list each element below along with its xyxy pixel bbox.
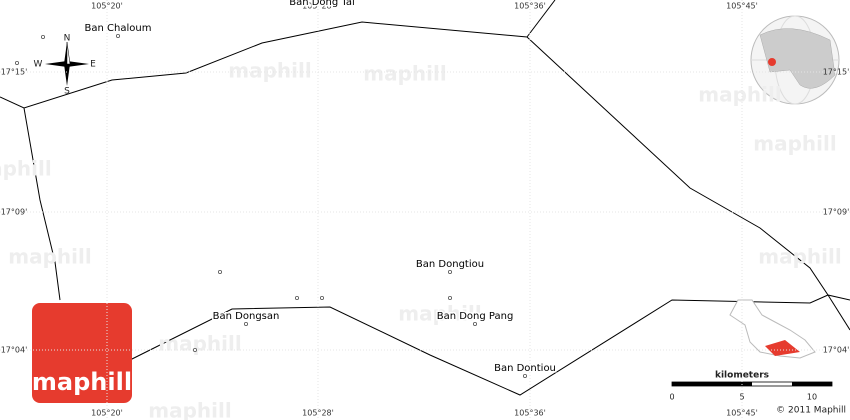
border	[827, 294, 850, 331]
border	[109, 294, 829, 396]
globe	[750, 15, 840, 105]
coord-label: 105°45'	[726, 2, 758, 11]
place-label: Ban Dong Tai	[289, 0, 355, 8]
coord-label: 17°04'	[1, 346, 28, 355]
coord-label: 17°15'	[823, 68, 850, 77]
settlement-dot	[447, 269, 452, 274]
settlement-dot	[523, 373, 528, 378]
scale-bar	[671, 381, 833, 387]
watermark: maphill	[8, 245, 91, 269]
scale-tick-label: 10	[807, 393, 817, 402]
watermark: maphill	[363, 62, 446, 86]
coord-label: 105°28'	[302, 409, 334, 418]
compass-letter: N	[64, 34, 71, 44]
settlement-dot	[294, 295, 299, 300]
settlement-dot	[41, 35, 46, 40]
settlement-dot	[243, 321, 248, 326]
watermark: maphill	[148, 399, 231, 420]
coord-label: 105°28'	[302, 2, 334, 11]
settlement-dot	[14, 61, 19, 66]
compass-letter: E	[90, 60, 96, 70]
borders	[0, 0, 850, 396]
coord-label: 17°09'	[1, 208, 28, 217]
place-label: Ban Dontiou	[494, 363, 556, 374]
compass-letter: W	[34, 60, 43, 70]
border	[23, 107, 61, 301]
country-inset	[729, 299, 816, 359]
watermark: maphill	[758, 245, 841, 269]
scale-tick-label: 5	[739, 393, 744, 402]
coord-label: 17°04'	[823, 346, 850, 355]
place-label: Ban Dongtiou	[416, 259, 484, 270]
settlement-dot	[192, 347, 197, 352]
place-label: Ban Dong Pang	[437, 311, 514, 322]
settlement-dot	[319, 295, 324, 300]
place-label: Ban Dongsan	[213, 311, 280, 322]
coord-label: 105°36'	[514, 409, 546, 418]
scale-tick-label: 0	[669, 393, 674, 402]
copyright: © 2011 Maphill	[776, 406, 846, 416]
coord-label: 105°20'	[91, 2, 123, 11]
coord-label: 17°09'	[823, 208, 850, 217]
border	[526, 0, 556, 38]
scale-title: kilometers	[715, 371, 769, 381]
watermark: maphill	[398, 302, 481, 326]
watermark: maphill	[0, 157, 52, 181]
coord-label: 105°36'	[514, 2, 546, 11]
settlement-dot	[472, 321, 477, 326]
settlement-dot	[217, 269, 222, 274]
settlement-dot	[116, 34, 121, 39]
watermark: maphill	[228, 59, 311, 83]
watermark: maphill	[158, 332, 241, 356]
border	[0, 21, 850, 301]
logo-text: maphill	[32, 368, 132, 396]
watermark: maphill	[753, 132, 836, 156]
coord-label: 105°45'	[726, 409, 758, 418]
coord-label: 105°20'	[91, 409, 123, 418]
settlement-dot	[447, 295, 452, 300]
coord-label: 17°15'	[1, 68, 28, 77]
watermark: maphill	[698, 83, 781, 107]
compass	[45, 41, 89, 86]
compass-letter: S	[64, 87, 70, 97]
place-label: Ban Chaloum	[85, 23, 152, 34]
